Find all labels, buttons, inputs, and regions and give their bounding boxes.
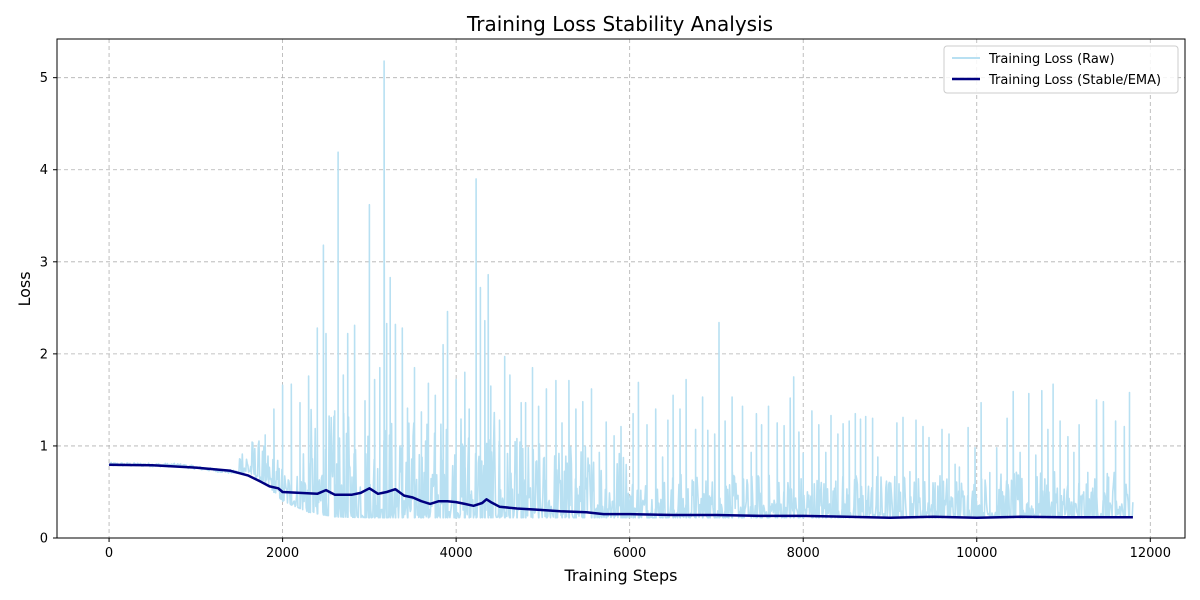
x-tick-label: 8000 <box>787 546 820 561</box>
plot-frame <box>56 38 1186 539</box>
legend-label-raw: Training Loss (Raw) <box>988 52 1115 67</box>
legend-label-ema: Training Loss (Stable/EMA) <box>988 73 1161 88</box>
y-tick-label: 2 <box>40 347 48 362</box>
chart-title: Training Loss Stability Analysis <box>466 12 773 36</box>
x-tick-label: 4000 <box>440 546 473 561</box>
x-axis-label: Training Steps <box>564 566 678 585</box>
y-tick-label: 5 <box>40 71 48 86</box>
legend-box <box>943 45 1179 94</box>
x-tick-label: 0 <box>105 546 113 561</box>
axis-ticks: 0 2000 4000 6000 8000 10000 12000 0 1 2 3 4 5 <box>40 71 1171 561</box>
ema-loss-line <box>109 463 1133 519</box>
y-axis-label: Loss <box>15 271 34 306</box>
x-tick-label: 12000 <box>1130 546 1171 561</box>
y-tick-label: 3 <box>40 255 48 270</box>
y-tick-label: 4 <box>40 163 48 178</box>
y-tick-label: 0 <box>40 532 48 547</box>
x-tick-label: 2000 <box>266 546 299 561</box>
legend: Training Loss (Raw) Training Loss (Stabl… <box>943 45 1179 94</box>
ema-series <box>109 463 1133 519</box>
y-tick-label: 1 <box>40 439 48 454</box>
x-tick-label: 10000 <box>956 546 997 561</box>
x-tick-label: 6000 <box>613 546 646 561</box>
